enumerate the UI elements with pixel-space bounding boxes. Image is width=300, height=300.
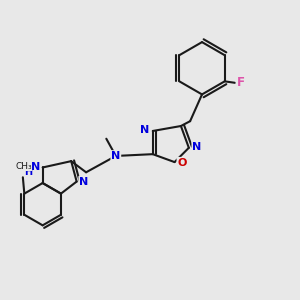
Text: CH₃: CH₃ bbox=[15, 162, 32, 171]
Text: N: N bbox=[140, 125, 149, 135]
Text: N: N bbox=[111, 151, 120, 161]
Text: H: H bbox=[24, 167, 32, 177]
Text: N: N bbox=[31, 162, 40, 172]
Text: N: N bbox=[79, 177, 88, 187]
Text: O: O bbox=[177, 158, 187, 168]
Text: F: F bbox=[236, 76, 244, 89]
Text: N: N bbox=[192, 142, 202, 152]
